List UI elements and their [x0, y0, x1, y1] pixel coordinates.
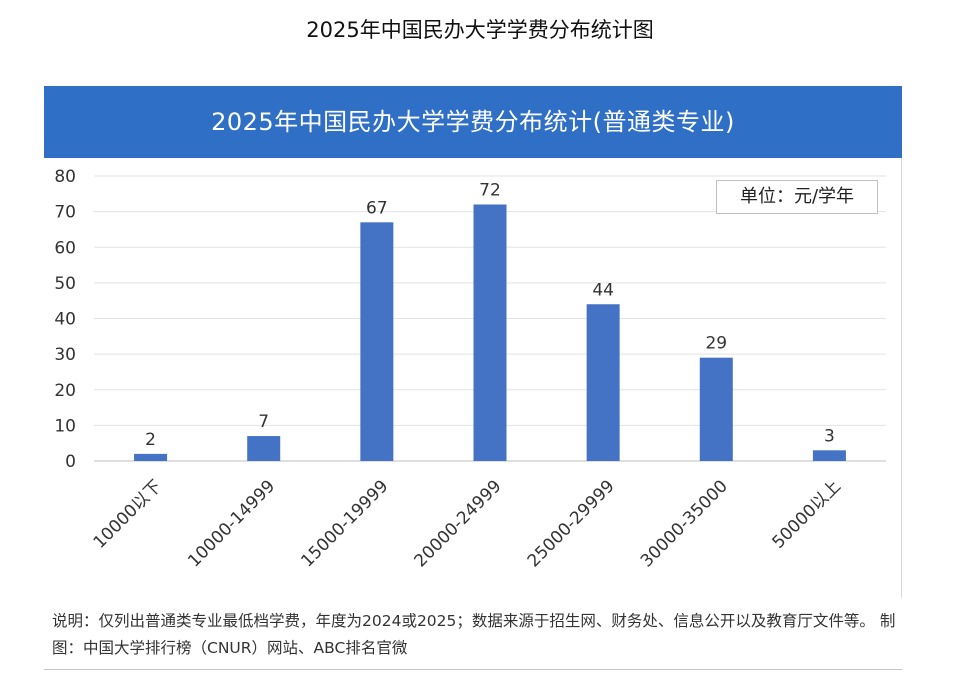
bar — [473, 204, 507, 461]
unit-label: 单位：元/学年 — [716, 180, 878, 214]
x-tick-label: 30000-35000 — [637, 476, 732, 571]
y-tick-label: 60 — [54, 238, 76, 258]
bar — [360, 222, 394, 461]
x-tick-label: 10000-14999 — [184, 476, 279, 571]
bar-chart: 0 10 20 30 40 50 60 70 80 2 10000以下 7 10000-14999 67 1… — [54, 167, 886, 571]
y-tick-label: 10 — [54, 416, 76, 436]
data-label: 72 — [479, 181, 501, 201]
bar — [699, 357, 733, 461]
data-label: 67 — [366, 198, 388, 218]
x-tick-label: 25000-29999 — [524, 476, 619, 571]
y-tick-label: 40 — [54, 310, 76, 330]
data-label: 29 — [705, 334, 727, 354]
y-tick-label: 0 — [65, 452, 76, 472]
bar — [247, 436, 281, 461]
x-tick-label: 15000-19999 — [297, 476, 392, 571]
bar — [812, 450, 846, 461]
bar — [586, 304, 620, 461]
data-label: 7 — [258, 412, 269, 432]
x-tick-label: 50000以上 — [769, 476, 845, 552]
bottom-divider — [44, 669, 902, 670]
data-label: 2 — [145, 430, 156, 450]
source-note: 说明：仅列出普通类专业最低档学费，年度为2024或2025；数据来源于招生网、财… — [52, 612, 896, 657]
y-tick-label: 80 — [54, 167, 76, 187]
data-label: 44 — [592, 280, 614, 300]
chart-panel — [44, 158, 902, 598]
data-label: 3 — [824, 426, 835, 446]
bar — [134, 453, 168, 461]
x-tick-label: 20000-24999 — [411, 476, 506, 571]
y-tick-label: 70 — [54, 203, 76, 223]
x-tick-label: 10000以下 — [90, 476, 166, 552]
y-tick-label: 20 — [54, 381, 76, 401]
page-title: 2025年中国民办大学学费分布统计图 — [306, 18, 654, 42]
y-tick-label: 50 — [54, 274, 76, 294]
y-tick-label: 30 — [54, 345, 76, 365]
chart-banner-title: 2025年中国民办大学学费分布统计(普通类专业) — [44, 86, 902, 158]
